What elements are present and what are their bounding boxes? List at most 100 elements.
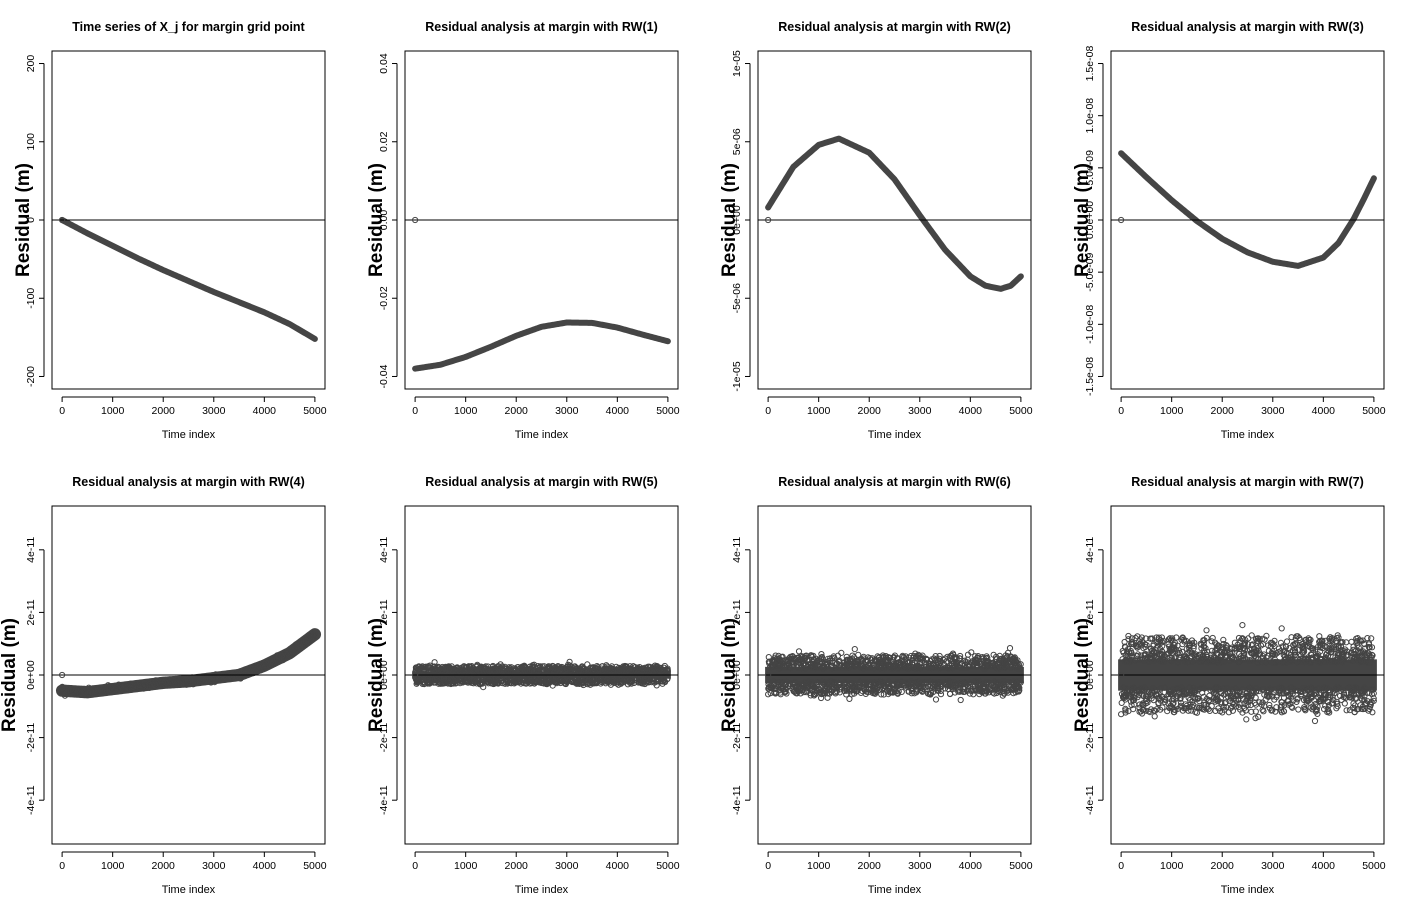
data-point [650,675,657,682]
y-tick-label: 200 [25,55,37,73]
data-point [964,656,971,663]
data-point [1370,690,1377,697]
y-tick-label: -4e-11 [731,785,743,815]
data-point [1132,687,1139,694]
data-point [412,667,419,674]
data-point [152,681,159,688]
data-point [778,653,785,661]
x-tick-label: 4000 [253,405,277,417]
data-point [603,676,611,683]
x-tick-label: 4000 [959,405,983,417]
data-point [643,665,650,672]
data-point [843,660,850,667]
data-point [1128,685,1135,692]
data-point [306,634,313,641]
data-point [163,679,170,686]
x-tick-label: 0 [412,405,418,417]
data-point [1350,688,1357,695]
panel-rw-2: Residual analysis at margin with RW(2)0 1… [719,20,1033,441]
data-point [816,656,823,663]
y-tick-label: 5e-06 [731,128,743,155]
data-point [980,654,987,662]
x-tick-label: 3000 [555,405,579,417]
data-point [1132,634,1139,642]
panel-title: Residual analysis at margin with RW(3) [1131,20,1363,34]
data-point [1289,690,1296,698]
data-point [1121,684,1128,692]
data-point [1208,638,1215,645]
data-point [1182,701,1189,708]
data-point [558,677,565,684]
data-point [1320,691,1328,698]
data-point [1235,634,1243,642]
x-axis-label: Time index [515,429,569,441]
data-point [765,654,772,661]
data-point [985,662,992,669]
data-point [949,657,956,665]
data-point [844,664,851,671]
data-point [91,688,98,695]
y-tick-label: 4e-11 [1084,537,1096,563]
data-point [984,658,991,666]
data-point [1016,687,1023,694]
x-tick-label: 1000 [807,860,831,872]
data-point [1317,644,1324,651]
data-point [899,680,907,687]
x-tick-label: 1000 [101,860,125,872]
data-point [816,664,823,671]
x-tick-label: 3000 [908,860,932,872]
data-point [1301,705,1308,712]
data-point [852,658,859,665]
data-point [894,681,901,688]
data-point [1175,705,1182,712]
y-tick-label: 0e+00 [25,660,37,690]
data-point [1142,635,1149,642]
x-tick-label: 0 [1118,405,1124,417]
data-point [1245,641,1252,648]
data-point [1343,651,1350,659]
data-point [865,689,872,696]
data-point [1358,705,1365,713]
data-point [964,659,971,666]
data-point [1222,690,1229,698]
data-point [1229,703,1236,710]
data-point [940,657,947,664]
data-point [1334,703,1341,710]
x-tick-label: 3000 [1261,405,1285,417]
data-point [469,667,476,674]
data-point [1306,640,1313,647]
data-point [927,678,934,685]
data-point [1348,638,1355,645]
data-point [1232,697,1240,704]
data-point [854,684,861,691]
data-point [1207,654,1215,661]
data-point [943,664,950,671]
data-point [61,687,68,694]
initial-point [765,671,772,679]
data-point [969,687,976,694]
data-point [1217,708,1224,715]
data-point [949,650,957,657]
data-point [790,688,797,695]
y-tick-label: 0 [25,217,37,223]
data-point [993,656,1000,663]
data-point [1160,657,1167,664]
data-point [595,676,602,683]
data-point [546,677,553,684]
data-point [106,686,113,693]
data-point [1301,687,1308,694]
y-tick-label: -5.0e-09 [1084,252,1096,291]
data-point [1335,645,1342,652]
data-point [527,677,534,685]
data-point [1192,709,1199,716]
data-point [511,680,518,687]
data-point [546,679,553,687]
data-point [1365,707,1372,714]
data-point [1173,646,1180,653]
data-point [1217,654,1224,661]
data-point [910,679,917,686]
data-point [1235,704,1242,711]
data-point [885,681,892,688]
data-point [1274,692,1281,699]
data-point [1186,690,1194,697]
